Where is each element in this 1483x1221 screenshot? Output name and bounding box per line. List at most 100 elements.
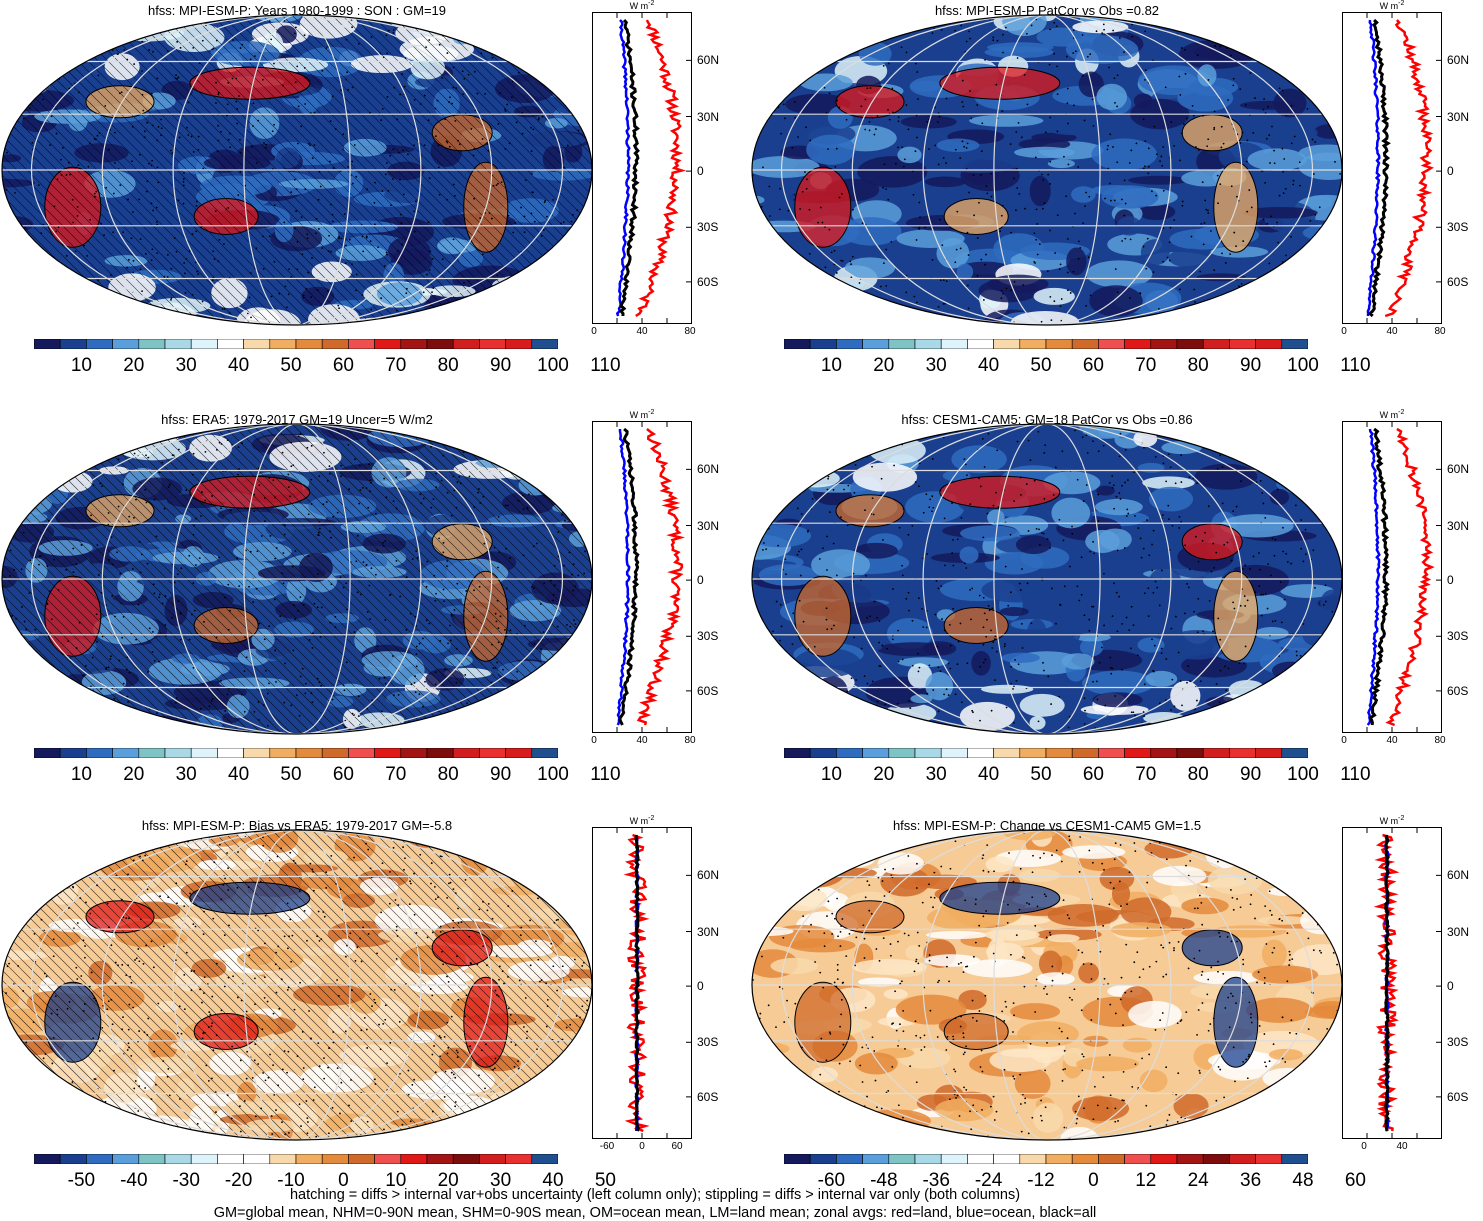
zonal-x-label: 80 (1434, 735, 1446, 746)
zonal-x-label: 40 (1396, 1141, 1408, 1152)
colorbar (34, 339, 558, 349)
colorbar-label: 50 (1030, 355, 1052, 376)
colorbar-label: 90 (1240, 355, 1262, 376)
zonal-average-plot (592, 421, 692, 733)
zonal-x-label: 40 (636, 735, 648, 746)
zonal-average-plot (1342, 421, 1442, 733)
panel-title: hfss: MPI-ESM-P: Change vs CESM1-CAM5 GM… (892, 818, 1202, 833)
colorbar-label: 30 (175, 764, 197, 785)
colorbar-label: -48 (870, 1170, 898, 1191)
zonal-x-label: 40 (636, 326, 648, 337)
colorbar-label: 100 (1287, 764, 1319, 785)
colorbar-label: 110 (590, 355, 621, 376)
colorbar-label: 20 (123, 355, 145, 376)
zonal-unit-label: W m-2 (1379, 815, 1405, 826)
zonal-unit-label: W m-2 (629, 0, 655, 11)
colorbar-label: 100 (537, 355, 569, 376)
colorbar-label: 40 (228, 355, 250, 376)
colorbar-label: -12 (1027, 1170, 1055, 1191)
latitude-label: 0 (1447, 164, 1454, 179)
latitude-label: 60S (1447, 274, 1469, 289)
zonal-x-label: 80 (684, 735, 696, 746)
colorbar-label: 10 (820, 355, 842, 376)
zonal-x-label: 60 (671, 1141, 683, 1152)
colorbar-label: 80 (437, 764, 459, 785)
zonal-x-label: 40 (1386, 735, 1398, 746)
zonal-unit-label: W m-2 (629, 409, 655, 420)
footer-line-2: GM=global mean, NHM=0-90N mean, SHM=0-90… (213, 1205, 1097, 1221)
colorbar-label: 50 (280, 355, 302, 376)
latitude-label: 60S (697, 683, 719, 698)
world-map (751, 14, 1343, 326)
colorbar-label: 48 (1292, 1170, 1314, 1191)
footer-line-1: hatching = diffs > internal var+obs unce… (289, 1187, 1021, 1203)
colorbar-label: 50 (280, 764, 302, 785)
latitude-label: 0 (1447, 573, 1454, 588)
colorbar-label: 36 (1240, 1170, 1262, 1191)
colorbar-label: 80 (1187, 355, 1209, 376)
colorbar-label: 0 (1088, 1170, 1099, 1191)
colorbar-label: 90 (490, 764, 512, 785)
colorbar-label: 110 (1340, 355, 1371, 376)
zonal-unit-label: W m-2 (1379, 0, 1405, 11)
colorbar-label: 30 (925, 764, 947, 785)
colorbar-label: 24 (1187, 1170, 1209, 1191)
world-map (751, 829, 1343, 1141)
colorbar-label: -40 (120, 1170, 148, 1191)
zonal-average-plot (1342, 827, 1442, 1139)
latitude-label: 0 (697, 573, 704, 588)
latitude-label: 60N (697, 53, 720, 68)
colorbar-label: 10 (385, 1170, 407, 1191)
latitude-label: 0 (1447, 979, 1454, 994)
colorbar-label: 90 (1240, 764, 1262, 785)
colorbar-label: 70 (1135, 764, 1157, 785)
latitude-label: 30N (697, 518, 720, 533)
latitude-label: 0 (697, 979, 704, 994)
latitude-label: 30S (697, 1035, 719, 1050)
colorbar-label: 60 (1344, 1170, 1366, 1191)
colorbar-label: 50 (1030, 764, 1052, 785)
world-map (1, 829, 593, 1141)
latitude-label: 30N (697, 109, 720, 124)
zonal-unit-label: W m-2 (1379, 409, 1405, 420)
panel-title: hfss: MPI-ESM-P PatCor vs Obs =0.82 (934, 3, 1160, 18)
latitude-label: 60N (1447, 868, 1470, 883)
colorbar-label: 20 (873, 355, 895, 376)
world-map (1, 14, 593, 326)
zonal-x-label: 0 (591, 326, 597, 337)
colorbar-label: 50 (594, 1170, 616, 1191)
panel-title: hfss: ERA5: 1979-2017 GM=19 Uncer=5 W/m2 (161, 412, 433, 427)
colorbar-label: 60 (1082, 764, 1104, 785)
world-map (751, 423, 1343, 735)
latitude-label: 60S (697, 274, 719, 289)
colorbar-label: 40 (978, 355, 1000, 376)
colorbar-label: 70 (385, 355, 407, 376)
colorbar-label: 12 (1135, 1170, 1157, 1191)
colorbar-label: 80 (1187, 764, 1209, 785)
colorbar-label: 100 (1287, 355, 1319, 376)
colorbar-label: 110 (590, 764, 621, 785)
colorbar-label: 70 (1135, 355, 1157, 376)
colorbar (34, 1154, 558, 1164)
colorbar-label: 70 (385, 764, 407, 785)
colorbar-label: -24 (974, 1170, 1003, 1191)
zonal-x-label: 0 (639, 1141, 645, 1152)
panel-title: hfss: MPI-ESM-P: Bias vs ERA5: 1979-2017… (141, 818, 453, 833)
colorbar (784, 1154, 1308, 1164)
colorbar-label: 30 (925, 355, 947, 376)
zonal-x-label: 40 (1386, 326, 1398, 337)
latitude-label: 30S (1447, 1035, 1469, 1050)
zonal-average-plot (592, 12, 692, 324)
colorbar-label: 80 (437, 355, 459, 376)
colorbar-label: 30 (175, 355, 197, 376)
zonal-x-label: 0 (591, 735, 597, 746)
zonal-x-label: 80 (684, 326, 696, 337)
colorbar-label: 90 (490, 355, 512, 376)
colorbar-label: 20 (437, 1170, 459, 1191)
colorbar-label: 60 (1082, 355, 1104, 376)
colorbar (784, 339, 1308, 349)
colorbar-label: 10 (70, 355, 92, 376)
latitude-label: 30S (697, 629, 719, 644)
panel-title: hfss: CESM1-CAM5: GM=18 PatCor vs Obs =0… (901, 412, 1193, 427)
colorbar-label: 60 (332, 764, 354, 785)
